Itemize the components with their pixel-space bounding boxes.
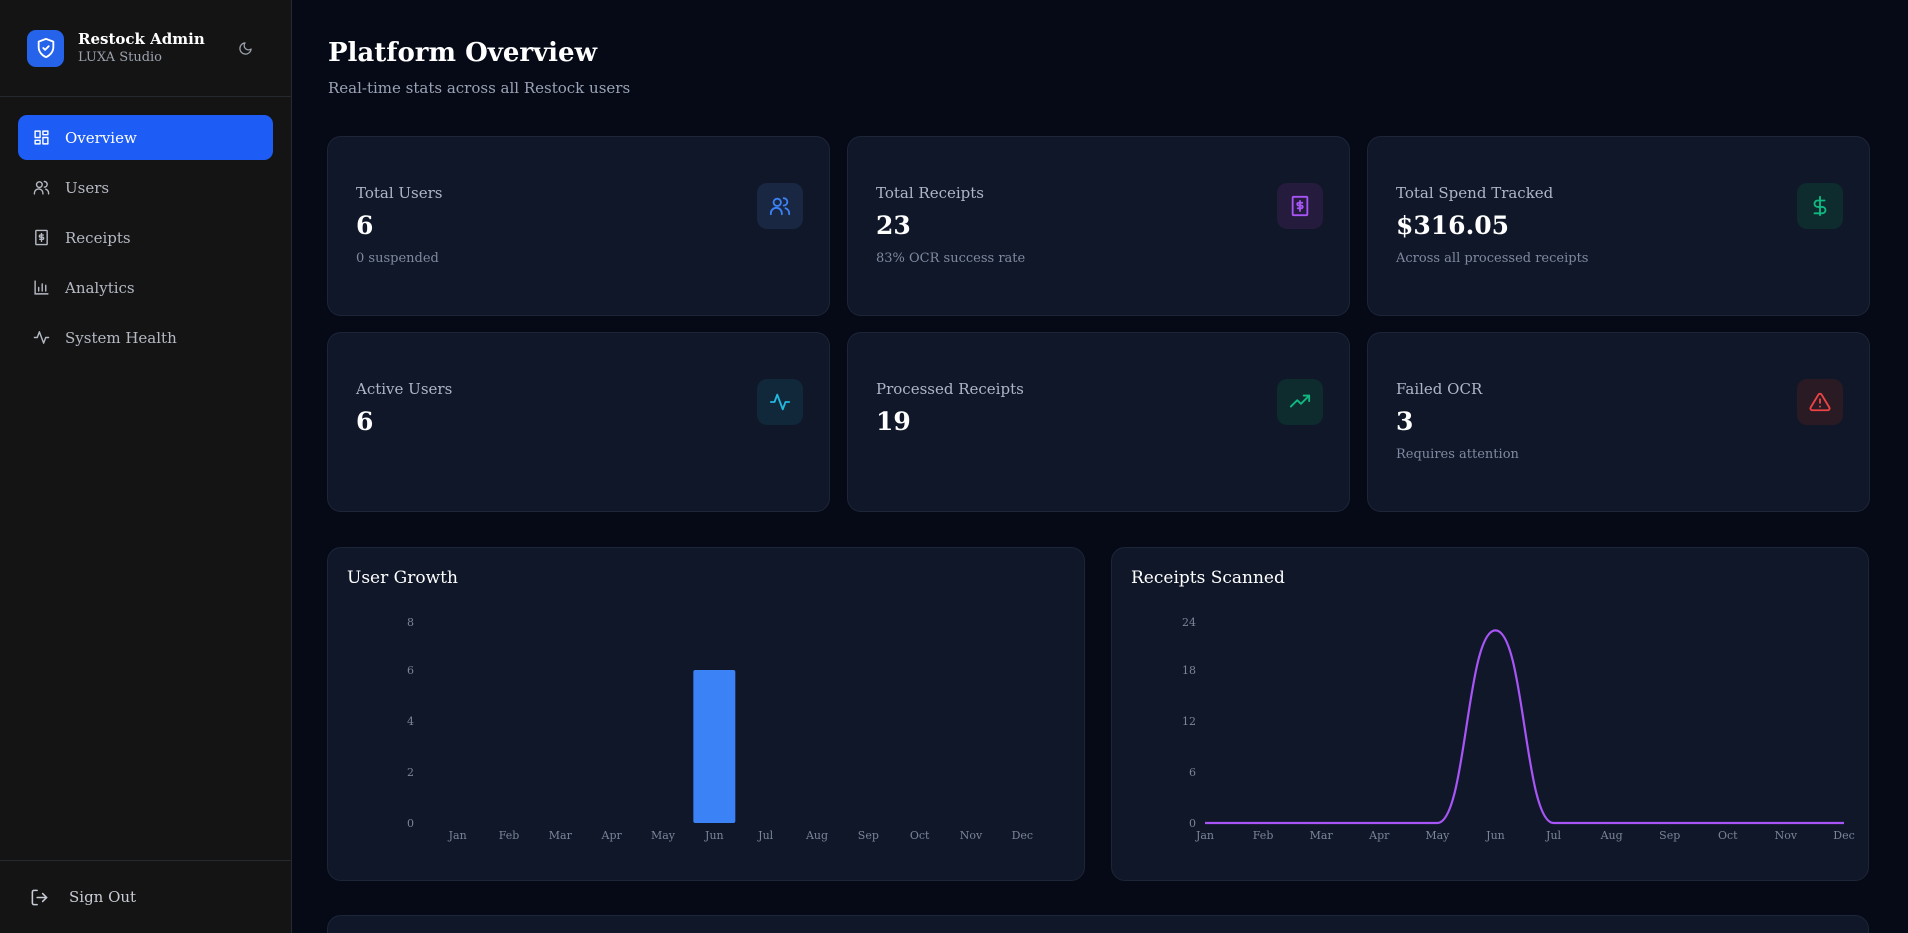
stat-note: 0 suspended: [356, 251, 439, 266]
chart-title: User Growth: [347, 568, 458, 588]
x-tick-label: Jun: [1485, 829, 1505, 842]
sidebar-item-label: Analytics: [65, 278, 135, 297]
chart-title: Receipts Scanned: [1131, 568, 1285, 588]
x-tick-label: Oct: [1718, 829, 1738, 842]
y-tick-label: 6: [1189, 766, 1196, 779]
x-tick-label: Feb: [499, 829, 520, 842]
sidebar-item-overview[interactable]: Overview: [18, 115, 273, 160]
stat-value: 23: [876, 211, 911, 240]
sidebar-item-analytics[interactable]: Analytics: [18, 265, 273, 310]
dashboard-icon: [32, 129, 50, 147]
x-tick-label: Mar: [1310, 829, 1334, 842]
brand-subtitle: LUXA Studio: [78, 49, 162, 65]
stat-card-total-users: Total Users 6 0 suspended: [327, 136, 830, 316]
receipts-scanned-chart-card: Receipts Scanned 0 6 12 18 24 Jan Feb Mar Apr May…: [1111, 547, 1869, 881]
stat-label: Total Spend Tracked: [1396, 184, 1554, 202]
activity-icon: [32, 329, 50, 347]
stat-card-active-users: Active Users 6: [327, 332, 830, 512]
y-tick-label: 8: [407, 616, 414, 629]
sidebar-item-label: Receipts: [65, 228, 131, 247]
stat-value: 6: [356, 407, 374, 436]
brand-header: Restock Admin LUXA Studio: [0, 0, 291, 97]
dollar-icon: [1797, 183, 1843, 229]
alert-triangle-icon: [1797, 379, 1843, 425]
bar: [693, 670, 736, 823]
user-growth-chart-card: User Growth 0 2 4 6 8 Jan Feb Mar Apr May Jun Jul Au…: [327, 547, 1085, 881]
x-tick-label: Aug: [1600, 829, 1623, 842]
stat-label: Total Receipts: [876, 184, 984, 202]
stat-value: 6: [356, 211, 374, 240]
stat-label: Active Users: [356, 380, 453, 398]
bar-chart-icon: [32, 279, 50, 297]
x-tick-label: Jun: [704, 829, 724, 842]
stat-label: Total Users: [356, 184, 443, 202]
stat-value: 3: [1396, 407, 1414, 436]
x-tick-label: May: [651, 829, 676, 842]
bottom-panel: [327, 915, 1869, 933]
x-tick-label: Nov: [960, 829, 983, 842]
stat-card-total-receipts: Total Receipts 23 83% OCR success rate: [847, 136, 1350, 316]
x-tick-label: Sep: [858, 829, 879, 842]
sign-out-button[interactable]: Sign Out: [0, 860, 291, 933]
x-tick-label: Mar: [549, 829, 573, 842]
stat-note: Requires attention: [1396, 447, 1519, 462]
y-tick-label: 0: [407, 817, 414, 830]
y-tick-label: 0: [1189, 817, 1196, 830]
receipt-icon: [1277, 183, 1323, 229]
y-tick-label: 24: [1182, 616, 1196, 629]
sidebar-item-users[interactable]: Users: [18, 165, 273, 210]
stat-label: Processed Receipts: [876, 380, 1024, 398]
stat-label: Failed OCR: [1396, 380, 1483, 398]
page-subtitle: Real-time stats across all Restock users: [328, 79, 631, 97]
sidebar-nav: Overview Users Receipts Analytics: [0, 97, 291, 360]
stat-value: $316.05: [1396, 211, 1510, 240]
users-icon: [757, 183, 803, 229]
y-tick-label: 18: [1182, 664, 1196, 677]
trending-up-icon: [1277, 379, 1323, 425]
x-tick-label: Feb: [1253, 829, 1274, 842]
x-tick-label: Nov: [1775, 829, 1798, 842]
user-growth-chart: 0 2 4 6 8 Jan Feb Mar Apr May Jun Jul Aug Sep Oct Nov De…: [407, 616, 1033, 842]
y-tick-label: 12: [1182, 715, 1196, 728]
sidebar-item-label: Users: [65, 178, 110, 197]
x-tick-label: Sep: [1659, 829, 1680, 842]
x-tick-label: Jan: [448, 829, 467, 842]
sidebar-item-label: Overview: [65, 128, 137, 147]
x-tick-label: Apr: [1368, 829, 1390, 842]
shield-icon: [27, 29, 64, 67]
sidebar-item-receipts[interactable]: Receipts: [18, 215, 273, 260]
x-tick-label: Jul: [1545, 829, 1561, 842]
sidebar-item-label: System Health: [65, 328, 177, 347]
x-tick-label: Jul: [757, 829, 773, 842]
stat-value: 19: [876, 407, 911, 436]
activity-icon: [757, 379, 803, 425]
users-icon: [32, 179, 50, 197]
x-tick-label: Dec: [1012, 829, 1033, 842]
series-line: [1204, 629, 1844, 825]
stat-card-processed-receipts: Processed Receipts 19: [847, 332, 1350, 512]
x-tick-label: May: [1425, 829, 1450, 842]
moon-icon[interactable]: [235, 38, 255, 58]
x-tick-label: Oct: [910, 829, 930, 842]
x-tick-label: Aug: [805, 829, 828, 842]
y-tick-label: 6: [407, 664, 414, 677]
sidebar-item-system-health[interactable]: System Health: [18, 315, 273, 360]
page-title: Platform Overview: [328, 38, 597, 68]
stat-note: Across all processed receipts: [1396, 251, 1589, 266]
main-content: Platform Overview Real-time stats across…: [292, 0, 1908, 933]
receipts-scanned-chart: 0 6 12 18 24 Jan Feb Mar Apr May Jun Jul Aug Sep Oct No…: [1182, 616, 1855, 842]
receipt-icon: [32, 229, 50, 247]
sidebar: Restock Admin LUXA Studio Overview Users: [0, 0, 292, 933]
stat-card-total-spend: Total Spend Tracked $316.05 Across all p…: [1367, 136, 1870, 316]
stat-card-failed-ocr: Failed OCR 3 Requires attention: [1367, 332, 1870, 512]
x-tick-label: Jan: [1195, 829, 1214, 842]
stat-note: 83% OCR success rate: [876, 251, 1026, 266]
x-tick-label: Dec: [1833, 829, 1855, 842]
brand-name: Restock Admin: [78, 29, 205, 48]
x-tick-label: Apr: [601, 829, 623, 842]
y-tick-label: 2: [407, 766, 414, 779]
log-out-icon: [30, 887, 50, 907]
sign-out-label: Sign Out: [69, 888, 137, 906]
y-tick-label: 4: [407, 715, 414, 728]
